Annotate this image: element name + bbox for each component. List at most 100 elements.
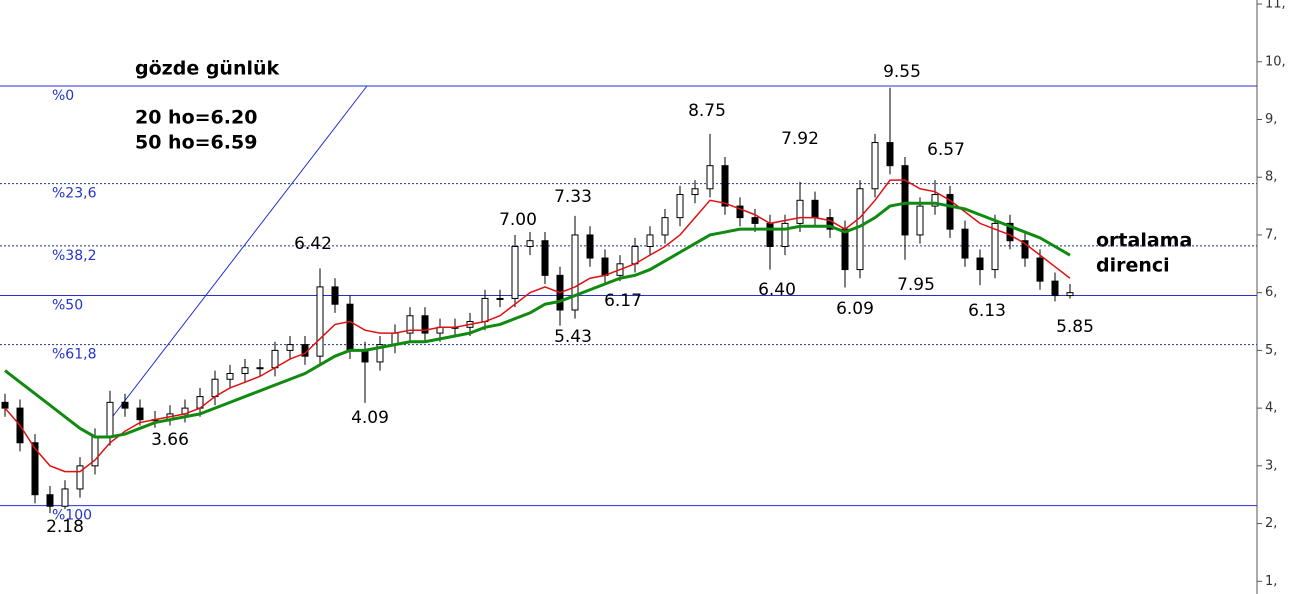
price-annotation: 6.57 [927,140,965,160]
candle-body [886,142,894,167]
candle-body [211,378,219,398]
candle-body [586,234,594,259]
y-tick-label: 3, [1265,458,1277,473]
candle-body [121,401,129,409]
candle-body [541,240,549,276]
candle-body [751,217,759,224]
candle-body [1066,292,1074,297]
candle-body [811,199,819,219]
price-annotation: 4.09 [351,408,389,428]
candle-body [646,234,654,247]
candle-body [796,199,804,224]
candle-body [346,303,354,351]
y-tick-label: 4, [1265,401,1277,416]
candle-body [1036,257,1044,282]
y-tick-label: 10, [1265,54,1286,69]
candle-body [316,286,324,357]
price-annotation: 7.92 [781,129,819,149]
candle-body [271,349,279,369]
fib-label: %38,2 [52,248,96,264]
price-annotation: 6.13 [968,301,1006,321]
candle-body [46,494,54,507]
candle-body [856,188,864,271]
candle-body [31,442,39,496]
price-annotation: 2.18 [46,517,84,537]
y-tick-label: 9, [1265,112,1277,127]
price-annotation: 6.40 [758,280,796,300]
fib-label: %50 [52,298,83,314]
legend-entry: 20 ho=6.20 [135,107,257,129]
trend-line [109,85,368,421]
candle-body [421,315,429,334]
candle-body [496,297,504,300]
moving-average [4,201,1071,439]
y-tick-label: 1, [1265,574,1277,589]
candle-body [331,286,339,305]
candle-body [871,142,879,190]
candle-body [991,222,999,271]
candle-body [256,367,264,370]
candle-body [841,228,849,271]
y-tick-label: 11, [1265,0,1286,12]
candle-body [511,245,519,299]
candle-body [1021,240,1029,259]
candle-body [571,234,579,311]
price-annotation: 5.85 [1056,317,1094,337]
price-annotation: 6.42 [294,234,332,254]
candle-body [106,401,114,438]
fib-label: %61,8 [52,347,96,363]
price-annotation: 8.75 [688,101,726,121]
candle-body [526,240,534,247]
price-annotation: 7.33 [554,187,592,207]
moving-average [4,179,1071,473]
candle-body [691,188,699,196]
candle-body [661,217,669,236]
candle-body [241,367,249,374]
y-tick-label: 2, [1265,516,1277,531]
chart-title: gözde günlük [135,58,280,80]
price-annotation: 6.17 [604,291,642,311]
candle-body [781,222,789,247]
candle-body [961,228,969,259]
candle-body [931,194,939,207]
candle-body [721,165,729,207]
candle-body [226,372,234,380]
candle-body [766,222,774,247]
candle-body [406,315,414,334]
note: ortalama [1096,230,1192,252]
candle-body [601,257,609,276]
candle-body [481,297,489,323]
candle-body [61,488,69,507]
candle-body [1051,280,1059,297]
candle-body [376,344,384,363]
candle-body [676,194,684,219]
fib-label: %23,6 [52,186,97,202]
candle-body [901,165,909,236]
price-annotation: 5.43 [554,327,592,347]
y-tick-label: 7, [1265,227,1277,242]
legend-entry: 50 ho=6.59 [135,132,257,154]
candle-body [136,407,144,421]
price-annotation: 7.00 [499,210,537,230]
candle-body [706,165,714,190]
price-annotation: 9.55 [883,62,921,82]
price-annotation: 7.95 [897,275,935,295]
fib-label: %100 [52,508,92,524]
price-annotation: 3.66 [151,430,189,450]
candle-body [1006,222,1014,242]
candle-body [1,401,9,409]
candle-body [976,257,984,271]
note: direnci [1096,255,1170,277]
candle-body [631,245,639,265]
y-tick-label: 8, [1265,170,1277,185]
candle-body [946,194,954,230]
price-annotation: 6.09 [836,299,874,319]
candle-body [826,217,834,230]
fib-label: %0 [52,88,74,104]
candle-body [916,205,924,236]
y-tick-label: 6, [1265,285,1277,300]
candle-body [361,349,369,363]
candle-body [76,465,84,490]
candle-body [736,205,744,219]
